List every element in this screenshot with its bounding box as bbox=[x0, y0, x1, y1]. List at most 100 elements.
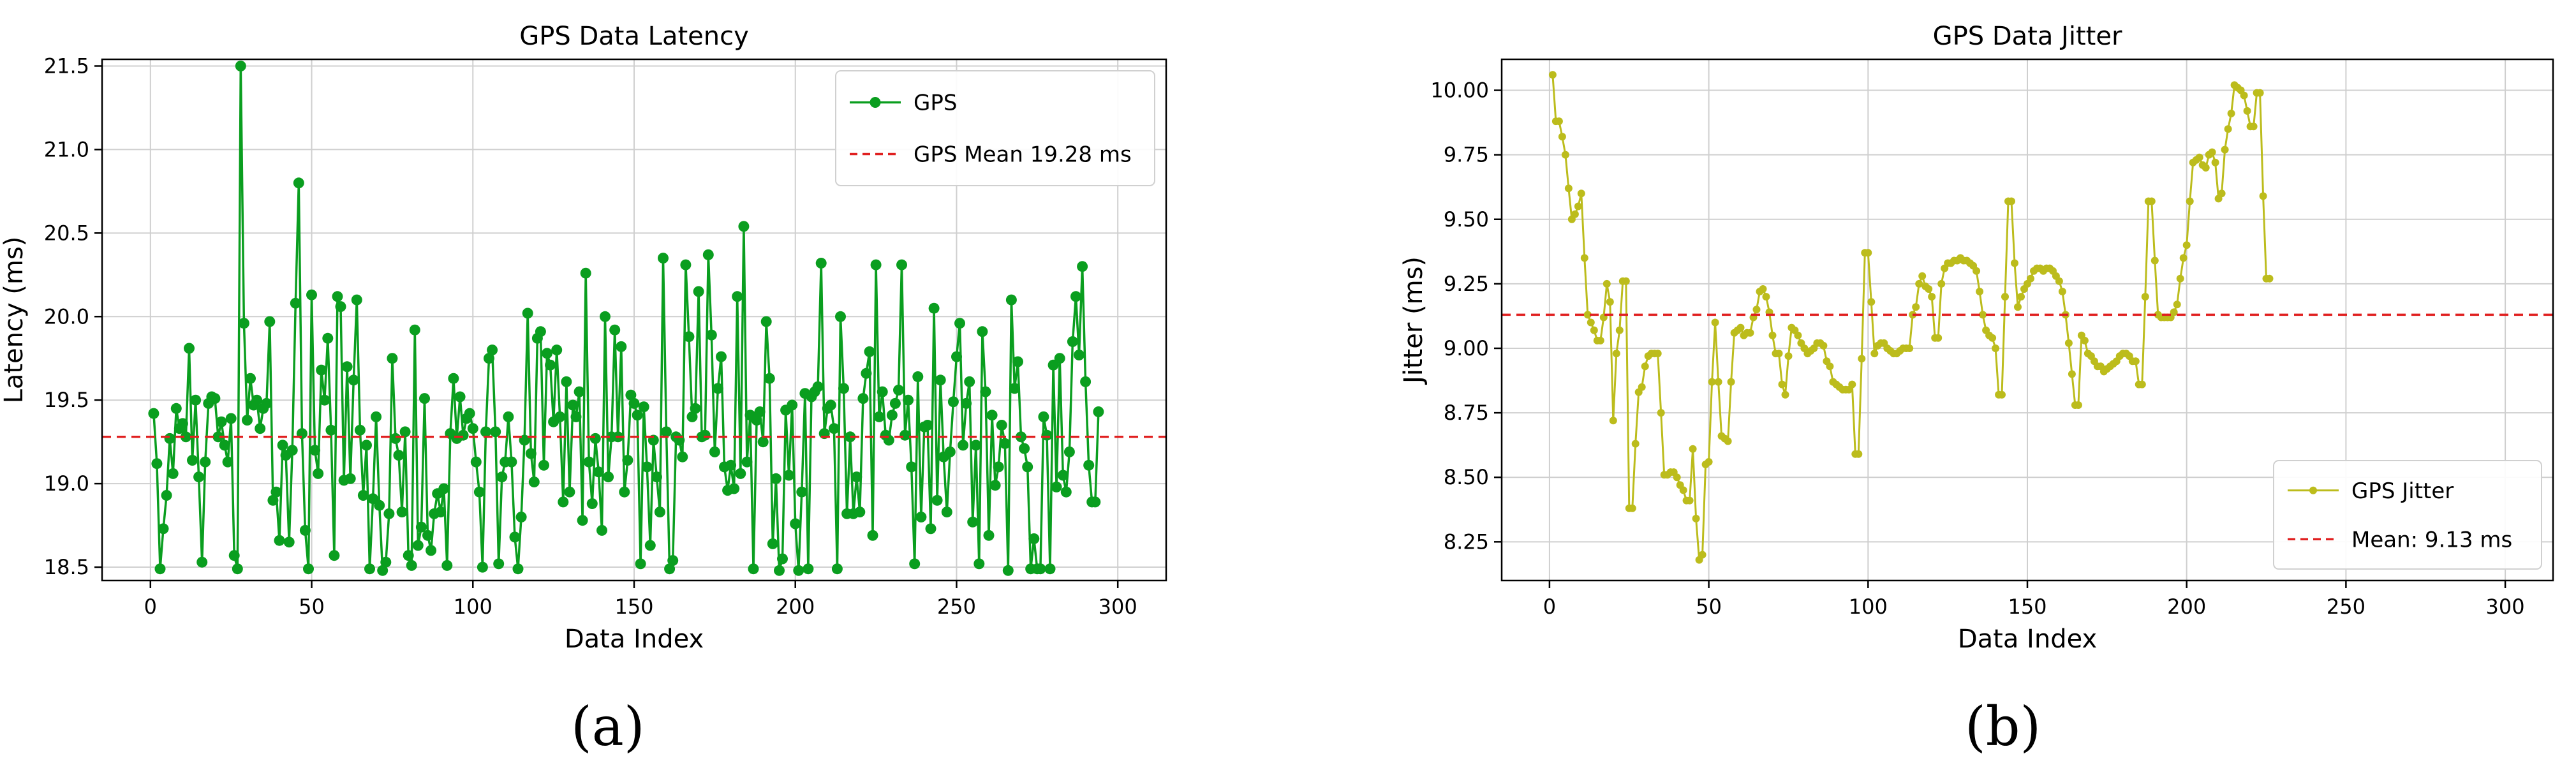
legend-label: GPS Mean 19.28 ms bbox=[914, 142, 1132, 168]
data-point bbox=[1574, 202, 1582, 211]
data-point bbox=[1548, 71, 1557, 79]
data-point bbox=[964, 376, 975, 387]
y-tick-label: 8.75 bbox=[1444, 401, 1489, 425]
data-point bbox=[2017, 293, 2025, 301]
data-point bbox=[222, 456, 233, 468]
data-point bbox=[2138, 380, 2146, 389]
data-point bbox=[857, 393, 869, 404]
data-point bbox=[496, 471, 508, 483]
panel-label-b: (b) bbox=[1965, 695, 2041, 758]
data-point bbox=[1561, 151, 1569, 159]
data-point bbox=[383, 508, 395, 519]
data-point bbox=[2068, 370, 2076, 378]
data-point bbox=[164, 433, 175, 444]
data-point bbox=[693, 286, 704, 297]
x-tick-label: 150 bbox=[2008, 595, 2047, 619]
legend-label: GPS Jitter bbox=[2351, 478, 2454, 504]
data-point bbox=[1555, 117, 1563, 126]
data-point bbox=[593, 466, 604, 478]
data-point bbox=[238, 318, 249, 329]
data-point bbox=[716, 351, 727, 362]
x-tick-label: 200 bbox=[2167, 595, 2206, 619]
x-tick-label: 250 bbox=[2327, 595, 2365, 619]
data-point bbox=[1038, 411, 1049, 422]
data-point bbox=[309, 445, 321, 456]
x-tick-label: 0 bbox=[1543, 595, 1556, 619]
data-point bbox=[690, 403, 701, 414]
y-tick-label: 9.00 bbox=[1444, 336, 1489, 360]
data-point bbox=[393, 450, 404, 461]
x-axis-label: Data Index bbox=[565, 625, 704, 654]
data-point bbox=[922, 420, 933, 431]
data-point bbox=[977, 326, 988, 337]
data-point bbox=[1724, 437, 1732, 445]
data-point bbox=[1009, 383, 1020, 394]
data-point bbox=[1928, 293, 1936, 301]
data-point bbox=[1708, 378, 1716, 386]
data-point bbox=[464, 408, 475, 419]
data-point bbox=[364, 563, 375, 575]
data-point bbox=[1583, 311, 1592, 319]
data-point bbox=[996, 420, 1007, 431]
y-axis-label: Jitter (ms) bbox=[1399, 256, 1428, 385]
y-tick-label: 19.0 bbox=[44, 471, 89, 496]
data-point bbox=[512, 563, 524, 575]
panel-label-a: (a) bbox=[571, 695, 645, 758]
data-point bbox=[1915, 279, 1923, 288]
data-point bbox=[329, 550, 340, 561]
data-point bbox=[712, 383, 723, 394]
data-point bbox=[1612, 350, 1620, 358]
data-point bbox=[831, 563, 843, 575]
data-point bbox=[903, 394, 914, 406]
data-point bbox=[380, 556, 392, 568]
data-point bbox=[1781, 390, 1789, 399]
data-point bbox=[412, 540, 424, 551]
data-point bbox=[628, 397, 640, 409]
data-point bbox=[406, 559, 417, 571]
y-tick-label: 9.25 bbox=[1444, 272, 1489, 296]
data-point bbox=[1060, 486, 1072, 498]
data-point bbox=[2256, 89, 2264, 97]
data-point bbox=[1080, 376, 1092, 387]
data-point bbox=[2202, 163, 2210, 172]
x-tick-label: 250 bbox=[937, 595, 976, 619]
data-point bbox=[2249, 122, 2258, 131]
data-point bbox=[564, 486, 575, 498]
data-point bbox=[632, 410, 643, 421]
data-point bbox=[390, 433, 401, 444]
data-point bbox=[1047, 359, 1059, 371]
data-point bbox=[893, 385, 904, 396]
data-point bbox=[216, 416, 227, 427]
data-point bbox=[2259, 192, 2267, 200]
data-point bbox=[477, 561, 488, 573]
data-point bbox=[603, 471, 614, 483]
data-point bbox=[616, 341, 627, 352]
data-point bbox=[277, 440, 288, 451]
data-point bbox=[654, 507, 665, 518]
data-point bbox=[867, 529, 878, 541]
data-point bbox=[1979, 311, 1987, 319]
data-point bbox=[354, 424, 366, 436]
data-point bbox=[196, 556, 208, 568]
data-point bbox=[506, 456, 517, 468]
data-point bbox=[316, 364, 327, 376]
data-point bbox=[1784, 352, 1793, 360]
data-point bbox=[454, 391, 466, 403]
y-tick-label: 20.0 bbox=[44, 304, 89, 329]
data-point bbox=[845, 431, 856, 443]
data-point bbox=[1988, 334, 1997, 342]
data-point bbox=[1615, 326, 1624, 334]
data-point bbox=[1641, 362, 1649, 371]
data-point bbox=[1775, 350, 1783, 358]
x-tick-label: 300 bbox=[1099, 595, 1137, 619]
y-tick-label: 20.5 bbox=[44, 221, 89, 245]
data-point bbox=[1628, 504, 1636, 512]
data-point bbox=[2179, 254, 2187, 262]
data-point bbox=[993, 461, 1004, 473]
data-point bbox=[931, 494, 943, 506]
data-point bbox=[796, 486, 808, 498]
y-tick-label: 8.50 bbox=[1444, 465, 1489, 489]
data-point bbox=[1093, 406, 1104, 417]
legend-label: GPS bbox=[914, 91, 957, 116]
data-point bbox=[970, 440, 982, 451]
